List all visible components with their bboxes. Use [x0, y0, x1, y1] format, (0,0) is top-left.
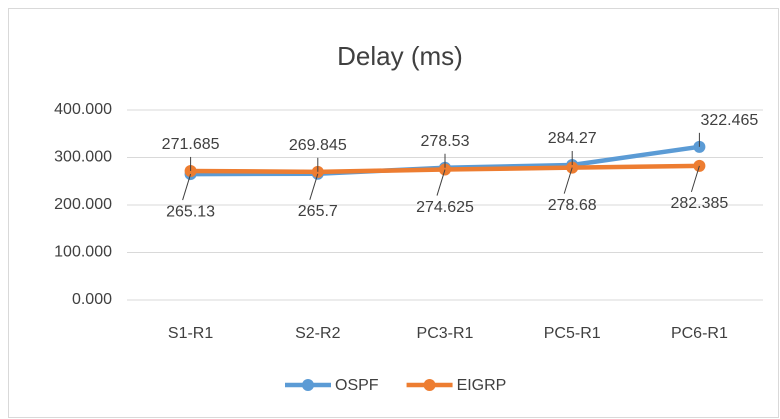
x-tick-label: PC3-R1 [417, 325, 474, 342]
leader-line [563, 167, 573, 194]
data-label: 274.625 [416, 199, 474, 216]
data-label: 271.685 [162, 136, 220, 153]
leader-line [436, 169, 446, 196]
x-tick-label: PC5-R1 [544, 325, 601, 342]
data-label: 278.68 [548, 197, 597, 214]
legend-label: EIGRP [457, 377, 507, 394]
data-label: 284.27 [548, 130, 597, 147]
leader-line [309, 173, 319, 200]
data-label: 269.845 [289, 137, 347, 154]
data-label: 278.53 [421, 133, 470, 150]
y-tick-label: 200.000 [54, 196, 112, 213]
x-tick-label: PC6-R1 [671, 325, 728, 342]
chart-title: Delay (ms) [337, 41, 463, 71]
leader-line [182, 173, 192, 201]
x-tick-label: S2-R2 [295, 325, 340, 342]
legend-marker [423, 379, 436, 391]
y-tick-label: 400.000 [54, 101, 112, 118]
data-label: 265.7 [298, 203, 338, 220]
y-tick-label: 100.000 [54, 244, 112, 261]
leader-line [690, 165, 700, 193]
data-label: 282.385 [670, 195, 728, 212]
data-label: 322.465 [700, 112, 758, 129]
legend-label: OSPF [335, 377, 379, 394]
data-label: 265.13 [166, 203, 215, 220]
legend-marker [302, 379, 314, 391]
y-tick-label: 300.000 [54, 149, 112, 166]
chart-border [8, 8, 779, 418]
x-tick-label: S1-R1 [168, 325, 213, 342]
y-tick-label: 0.000 [72, 291, 112, 308]
